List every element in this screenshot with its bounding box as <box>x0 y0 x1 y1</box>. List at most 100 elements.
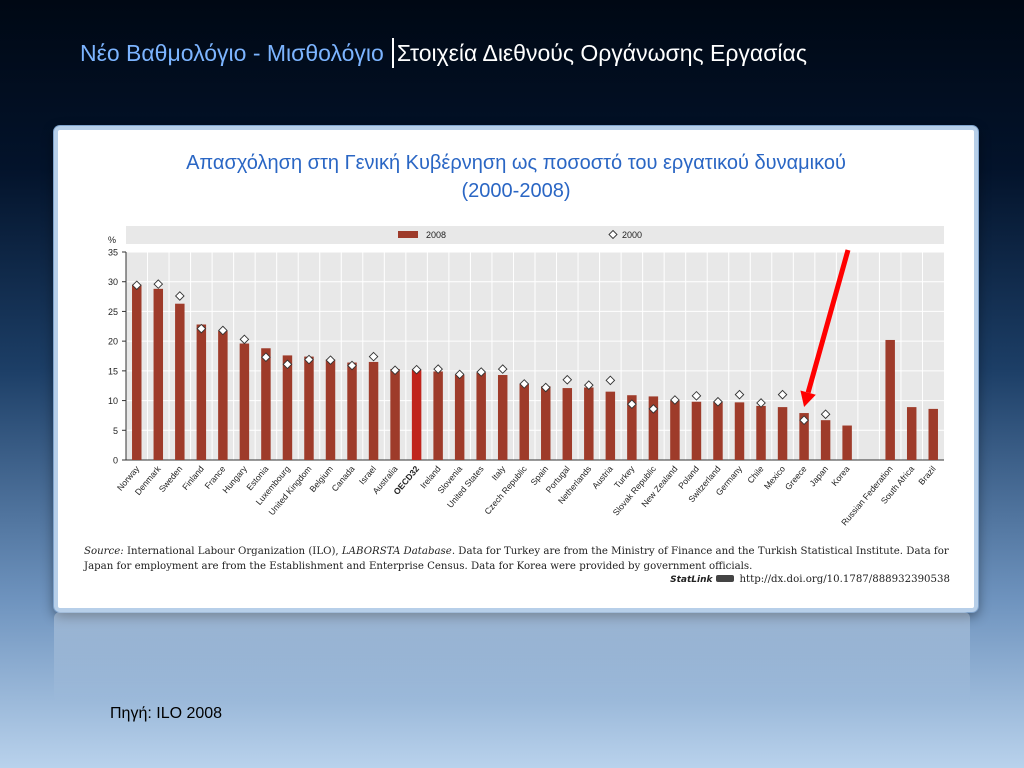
bar-2008 <box>476 372 486 460</box>
bar-2008 <box>734 402 745 460</box>
marker-2000 <box>627 399 637 409</box>
bar-2008 <box>648 396 659 460</box>
marker-2000 <box>304 354 314 365</box>
bar-2008 <box>196 324 207 460</box>
x-tick-label: Finland <box>180 464 206 492</box>
marker-2000 <box>347 360 357 371</box>
legend-swatch-2008 <box>398 231 418 238</box>
statlink-label: StatLink <box>670 575 713 585</box>
x-tick-label: Canada <box>330 464 357 494</box>
y-tick-label: 15 <box>108 366 118 376</box>
marker-2000 <box>261 352 271 363</box>
marker-2000 <box>562 374 573 385</box>
statlink-url[interactable]: http://dx.doi.org/10.1787/888932390538 <box>739 574 950 585</box>
chart-title-line2: (2000-2008) <box>461 180 571 202</box>
legend-label-2008: 2008 <box>426 230 446 240</box>
bar-2008 <box>368 361 379 460</box>
marker-2000 <box>390 365 400 376</box>
source-label: Source: <box>84 546 124 557</box>
statlink[interactable]: StatLink http://dx.doi.org/10.1787/888932… <box>670 574 950 585</box>
marker-2000 <box>756 398 766 408</box>
bar-2008 <box>605 391 616 460</box>
bar-2008 <box>562 388 573 460</box>
bar-2008 <box>411 369 422 460</box>
bar-2008 <box>627 395 637 460</box>
bar-2008 <box>175 303 185 460</box>
marker-2000 <box>691 390 702 401</box>
bar-2008 <box>584 387 594 460</box>
bar-2008 <box>261 348 271 460</box>
bar-2008 <box>347 362 357 460</box>
x-tick-label: Austria <box>590 464 615 491</box>
x-tick-label: Chile <box>745 464 765 486</box>
marker-2000 <box>497 364 508 374</box>
y-tick-label: 20 <box>108 337 118 347</box>
bar-2008 <box>325 359 336 460</box>
marker-2000 <box>131 280 142 291</box>
bar-2008 <box>454 375 465 460</box>
bar-2008 <box>519 383 529 460</box>
bar-2008 <box>218 331 228 460</box>
statlink-icon <box>716 575 735 582</box>
x-tick-label: Korea <box>829 464 852 488</box>
marker-2000 <box>713 396 723 407</box>
chart-title-line1: Απασχόληση στη Γενική Κυβέρνηση ως ποσοσ… <box>186 152 846 174</box>
marker-2000 <box>519 379 530 389</box>
bar-2008 <box>928 408 938 460</box>
bar-2008 <box>777 407 788 460</box>
y-tick-label: 30 <box>108 277 118 287</box>
marker-2000 <box>433 364 443 374</box>
x-tick-label: Japan <box>807 464 830 489</box>
bar-2008 <box>670 400 680 460</box>
bar-chart: 05101520253035%NorwayDenmarkSwedenFinlan… <box>108 226 944 527</box>
bar-2008 <box>282 355 293 460</box>
marker-2000 <box>799 415 809 426</box>
marker-2000 <box>368 351 379 362</box>
legend-background <box>126 226 944 244</box>
slide-title: Νέο Βαθμολόγιο - Μισθολόγιο Στοιχεία Διεθ… <box>80 38 807 68</box>
x-tick-label: Brazil <box>916 464 938 487</box>
marker-2000 <box>777 389 788 400</box>
bar-2008 <box>433 371 443 460</box>
marker-2000 <box>734 389 745 400</box>
marker-2000 <box>411 364 422 375</box>
marker-2000 <box>648 404 659 414</box>
bar-2008 <box>799 413 809 460</box>
bar-2008 <box>820 420 831 460</box>
bar-2008 <box>304 356 314 460</box>
source-database: LABORSTA Database <box>341 546 452 557</box>
marker-2000 <box>583 380 594 390</box>
slide-title-part1: Νέο Βαθμολόγιο - Μισθολόγιο <box>80 40 384 66</box>
slide-title-part2: Στοιχεία Διεθνούς Οργάνωσης Εργασίας <box>396 40 807 66</box>
marker-2000 <box>820 409 831 420</box>
y-tick-label: 35 <box>108 248 118 258</box>
marker-2000 <box>196 323 207 334</box>
y-tick-label: 5 <box>113 426 118 436</box>
marker-2000 <box>325 355 336 365</box>
bar-2008 <box>906 407 917 460</box>
marker-2000 <box>218 325 228 336</box>
annotation-arrow-shaft <box>805 249 851 394</box>
y-tick-label: 0 <box>113 456 118 466</box>
y-tick-label: 10 <box>108 396 118 406</box>
bar-2008 <box>497 375 508 460</box>
marker-2000 <box>282 359 293 370</box>
source-text-2: . Data for Turkey are from the Ministry … <box>84 546 949 572</box>
bar-2008 <box>390 369 400 460</box>
marker-2000 <box>174 291 185 301</box>
y-tick-label: 25 <box>108 307 118 317</box>
legend-label-2000: 2000 <box>622 230 642 240</box>
marker-2000 <box>153 279 164 289</box>
x-tick-label: Belgium <box>307 464 335 494</box>
source-text-1: International Labour Organization (ILO), <box>126 546 339 557</box>
bar-2008 <box>842 425 852 460</box>
x-tick-label: Sweden <box>157 464 185 494</box>
bar-2008 <box>132 284 142 460</box>
annotation-arrow-head <box>800 390 816 408</box>
chart-panel: Απασχόληση στη Γενική Κυβέρνηση ως ποσοσ… <box>54 126 978 612</box>
panel-reflection <box>54 612 970 702</box>
bar-2008 <box>239 343 250 460</box>
marker-2000 <box>605 375 616 386</box>
marker-2000 <box>239 334 250 345</box>
bar-2008 <box>691 401 702 460</box>
